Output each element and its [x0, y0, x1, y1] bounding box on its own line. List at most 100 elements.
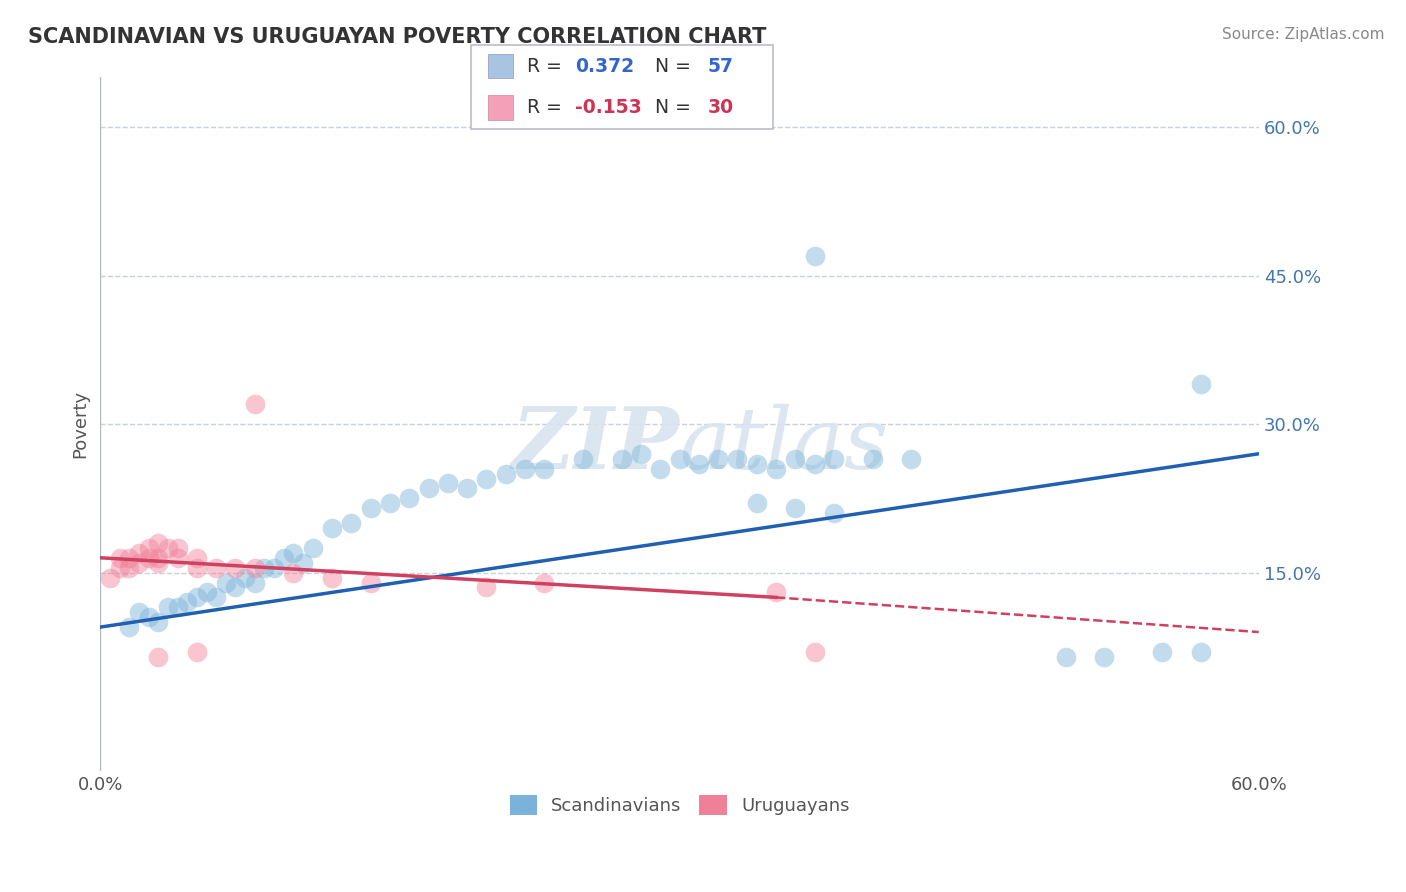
- Legend: Scandinavians, Uruguayans: Scandinavians, Uruguayans: [501, 786, 859, 824]
- Point: [166, 541, 188, 555]
- Point: [186, 550, 208, 565]
- Point: [128, 605, 150, 619]
- Point: [745, 496, 768, 510]
- Text: 30: 30: [707, 98, 734, 118]
- Text: Source: ZipAtlas.com: Source: ZipAtlas.com: [1222, 27, 1385, 42]
- Point: [727, 451, 749, 466]
- Point: [138, 541, 160, 555]
- Point: [1189, 645, 1212, 659]
- Point: [128, 546, 150, 560]
- Point: [283, 566, 305, 580]
- Point: [138, 550, 160, 565]
- Point: [1054, 649, 1077, 664]
- Point: [195, 585, 218, 599]
- Point: [360, 575, 382, 590]
- Point: [823, 506, 845, 520]
- Point: [900, 451, 922, 466]
- Point: [785, 451, 807, 466]
- Point: [1092, 649, 1115, 664]
- Point: [98, 571, 121, 585]
- Text: N =: N =: [643, 56, 696, 76]
- Point: [437, 476, 460, 491]
- Point: [108, 560, 131, 574]
- Point: [224, 560, 246, 574]
- Text: R =: R =: [527, 98, 568, 118]
- Point: [765, 585, 787, 599]
- Point: [166, 550, 188, 565]
- Point: [610, 451, 633, 466]
- Point: [148, 536, 170, 550]
- Point: [253, 560, 276, 574]
- Point: [360, 501, 382, 516]
- Point: [533, 575, 555, 590]
- Point: [803, 457, 825, 471]
- Point: [1189, 377, 1212, 392]
- Point: [495, 467, 517, 481]
- Point: [233, 571, 256, 585]
- Text: R =: R =: [527, 56, 568, 76]
- Point: [148, 615, 170, 629]
- Point: [340, 516, 363, 530]
- Point: [243, 560, 266, 574]
- Point: [650, 461, 672, 475]
- Point: [823, 451, 845, 466]
- Point: [1152, 645, 1174, 659]
- FancyBboxPatch shape: [488, 95, 513, 120]
- Text: ZIP: ZIP: [512, 403, 679, 487]
- Point: [301, 541, 323, 555]
- Point: [156, 541, 179, 555]
- Point: [475, 471, 498, 485]
- Text: 0.372: 0.372: [575, 56, 634, 76]
- Point: [128, 556, 150, 570]
- Point: [630, 447, 652, 461]
- Point: [138, 610, 160, 624]
- Point: [398, 491, 420, 506]
- Point: [108, 550, 131, 565]
- Point: [205, 560, 228, 574]
- Point: [148, 556, 170, 570]
- Point: [785, 501, 807, 516]
- Point: [707, 451, 730, 466]
- Text: -0.153: -0.153: [575, 98, 641, 118]
- Point: [148, 550, 170, 565]
- Point: [321, 521, 343, 535]
- Point: [263, 560, 285, 574]
- Point: [292, 556, 315, 570]
- Point: [803, 645, 825, 659]
- Point: [156, 600, 179, 615]
- Point: [513, 461, 536, 475]
- Point: [321, 571, 343, 585]
- Point: [205, 591, 228, 605]
- Point: [668, 451, 690, 466]
- Text: N =: N =: [643, 98, 696, 118]
- Point: [572, 451, 595, 466]
- Point: [176, 595, 198, 609]
- Point: [456, 482, 478, 496]
- Point: [418, 482, 440, 496]
- Point: [475, 581, 498, 595]
- Point: [862, 451, 884, 466]
- Point: [533, 461, 555, 475]
- Point: [186, 645, 208, 659]
- FancyBboxPatch shape: [488, 54, 513, 78]
- Point: [745, 457, 768, 471]
- Point: [243, 575, 266, 590]
- Point: [224, 581, 246, 595]
- Point: [688, 457, 710, 471]
- Point: [283, 546, 305, 560]
- FancyBboxPatch shape: [471, 45, 773, 129]
- Point: [765, 461, 787, 475]
- Text: SCANDINAVIAN VS URUGUAYAN POVERTY CORRELATION CHART: SCANDINAVIAN VS URUGUAYAN POVERTY CORREL…: [28, 27, 766, 46]
- Point: [186, 591, 208, 605]
- Point: [118, 550, 141, 565]
- Point: [215, 575, 238, 590]
- Point: [166, 600, 188, 615]
- Point: [273, 550, 295, 565]
- Point: [243, 397, 266, 411]
- Y-axis label: Poverty: Poverty: [72, 390, 89, 458]
- Point: [118, 560, 141, 574]
- Point: [186, 560, 208, 574]
- Text: atlas: atlas: [679, 403, 889, 486]
- Point: [148, 649, 170, 664]
- Text: 57: 57: [707, 56, 733, 76]
